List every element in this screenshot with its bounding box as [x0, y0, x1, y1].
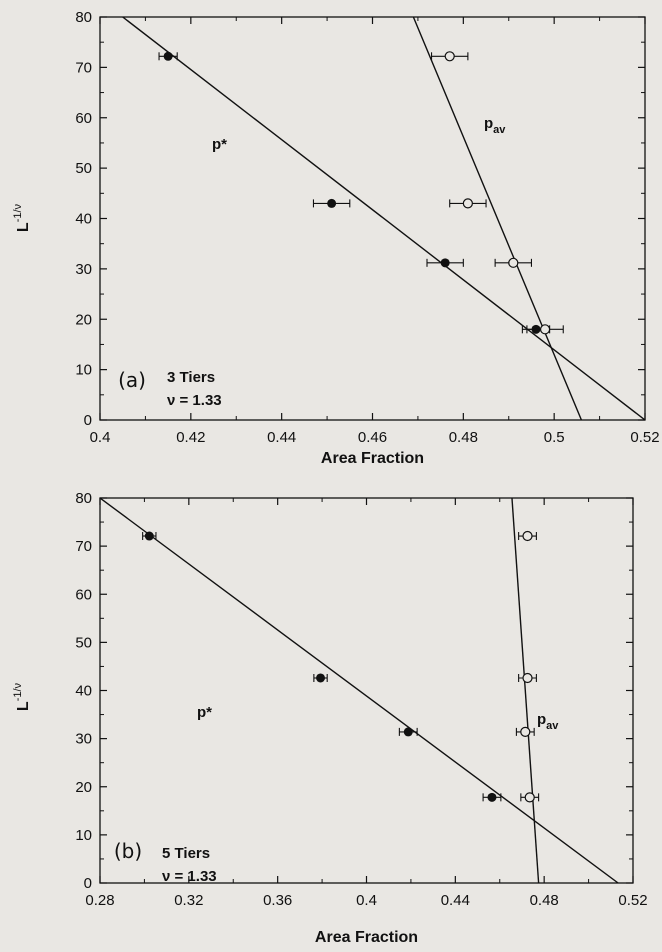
- y-tick-label: 30: [75, 731, 92, 748]
- y-tick-label: 0: [84, 412, 92, 429]
- y-tick-label: 80: [75, 9, 92, 26]
- nu-label: ν = 1.33: [162, 868, 217, 885]
- data-point-open: [522, 672, 533, 684]
- fit-line-p-av: [412, 17, 583, 420]
- x-tick-label: 0.4: [90, 429, 111, 446]
- y-axis-label-exponent: -1/ν: [12, 203, 24, 222]
- chart-panel-b: 0.28 0.32 0.36 0.4 0.44 0.48 0.52 0 10 20 30 40 50 60…: [12, 490, 648, 946]
- data-point-filled: [487, 792, 497, 802]
- tiers-label: 5 Tiers: [162, 845, 210, 862]
- y-axis-label-exponent: -1/ν: [12, 682, 24, 701]
- data-point-filled: [327, 198, 337, 208]
- x-tick-label: 0.52: [618, 892, 647, 909]
- label-p-av-base: p: [537, 711, 546, 728]
- tiers-label: 3 Tiers: [167, 369, 215, 386]
- y-axis-label-base: L: [15, 222, 32, 232]
- x-tick-label: 0.4: [356, 892, 377, 909]
- plot-frame: [99, 497, 634, 884]
- fit-line-p-star: [122, 17, 645, 420]
- panel-letter: (b): [114, 839, 142, 863]
- nu-label: ν = 1.33: [167, 392, 222, 409]
- label-p-av-subscript: av: [546, 720, 559, 732]
- x-tick-label: 0.32: [174, 892, 203, 909]
- x-tick-label: 0.28: [85, 892, 114, 909]
- x-tick-label: 0.42: [176, 429, 205, 446]
- x-tick-label: 0.44: [441, 892, 470, 909]
- y-tick-label: 70: [75, 538, 92, 555]
- x-tick-label: 0.46: [358, 429, 387, 446]
- data-point-filled: [403, 727, 413, 737]
- y-tick-label: 40: [75, 211, 92, 228]
- y-tick-label: 80: [75, 490, 92, 507]
- label-p-av-subscript: av: [493, 124, 506, 136]
- plot-frame: [99, 16, 646, 421]
- label-p-star: p*: [197, 704, 212, 721]
- panel-letter: (a): [118, 368, 146, 392]
- data-point-filled: [440, 258, 450, 268]
- y-tick-label: 20: [75, 779, 92, 796]
- y-tick-label: 20: [75, 311, 92, 328]
- y-tick-label: 10: [75, 362, 92, 379]
- x-axis-label: Area Fraction: [321, 450, 424, 467]
- y-tick-label: 60: [75, 110, 92, 127]
- chart-panel-a: 0.4 0.42 0.44 0.46 0.48 0.5 0.52 0 10 20 30 40 50 60 7…: [12, 9, 660, 467]
- label-p-star: p*: [212, 136, 227, 153]
- data-point-open: [520, 726, 531, 737]
- data-point-filled: [316, 673, 326, 683]
- y-axis-label: L-1/ν: [12, 682, 32, 711]
- fit-line-p-av: [511, 498, 540, 883]
- data-point-filled: [144, 531, 154, 541]
- y-axis-label-base: L: [15, 701, 32, 711]
- x-tick-label: 0.48: [530, 892, 559, 909]
- label-p-av: pav: [484, 115, 506, 136]
- data-point-open: [508, 257, 519, 268]
- data-point-open: [462, 198, 473, 209]
- label-p-av: pav: [537, 711, 559, 732]
- y-tick-label: 50: [75, 634, 92, 651]
- x-tick-label: 0.44: [267, 429, 296, 446]
- data-point-open: [539, 324, 551, 335]
- x-tick-label: 0.52: [630, 429, 659, 446]
- y-tick-label: 0: [84, 875, 92, 892]
- x-tick-label: 0.5: [544, 429, 565, 446]
- fit-line-p-star: [100, 498, 619, 883]
- label-p-av-base: p: [484, 115, 493, 132]
- x-tick-label: 0.48: [449, 429, 478, 446]
- y-axis-label: L-1/ν: [12, 203, 32, 232]
- y-tick-label: 50: [75, 160, 92, 177]
- y-tick-label: 60: [75, 586, 92, 603]
- data-point-open: [524, 792, 535, 803]
- y-tick-label: 30: [75, 261, 92, 278]
- data-point-open: [522, 530, 533, 542]
- data-point-open: [444, 51, 455, 62]
- y-tick-label: 70: [75, 59, 92, 76]
- x-axis-label: Area Fraction: [315, 929, 418, 946]
- y-tick-label: 40: [75, 683, 92, 700]
- data-point-filled: [163, 51, 173, 61]
- y-tick-label: 10: [75, 827, 92, 844]
- x-tick-label: 0.36: [263, 892, 292, 909]
